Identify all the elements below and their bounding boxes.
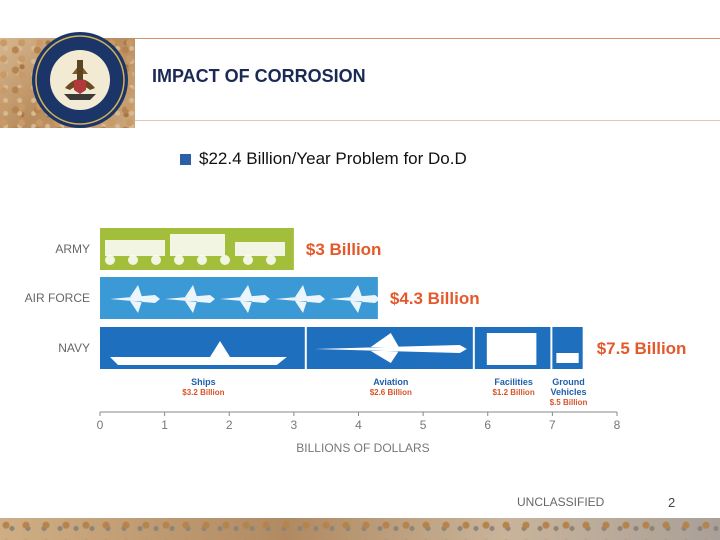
total-label-army: $3 Billion: [306, 240, 382, 259]
army-wheel-icon: [197, 255, 207, 265]
segment-value-ships: $3.2 Billion: [182, 388, 224, 397]
sand-texture-footer: [0, 518, 720, 540]
ship-icon: [110, 341, 287, 365]
army-vehicle-icon: [105, 240, 165, 256]
segment-name-aviation: Aviation: [373, 377, 408, 387]
page-number: 2: [668, 495, 676, 510]
air-force-jet-icon: [165, 285, 215, 313]
segment-name-ground-vehicles: Ground: [552, 377, 585, 387]
segment-name-ground-vehicles: Vehicles: [551, 387, 587, 397]
air-force-jet-icon: [275, 285, 325, 313]
total-label-air-force: $4.3 Billion: [390, 289, 480, 308]
header-rule-lower: [135, 120, 720, 121]
x-tick-label: 6: [484, 418, 491, 432]
army-wheel-icon: [243, 255, 253, 265]
jet-icon: [314, 333, 467, 363]
army-wheel-icon: [220, 255, 230, 265]
row-label-air-force: AIR FORCE: [25, 291, 90, 305]
bullet-text: $22.4 Billion/Year Problem for Do.D: [199, 149, 467, 168]
segment-name-facilities: Facilities: [494, 377, 533, 387]
segment-value-ground-vehicles: $.5 Billion: [550, 398, 588, 407]
army-wheel-icon: [105, 255, 115, 265]
row-label-navy: NAVY: [58, 341, 90, 355]
header-rule: [135, 38, 720, 39]
corrosion-cost-chart: ARMY $3 Billion AIR FORCE $4.3 Billion NAVY $…: [25, 228, 687, 455]
army-truck-icon: [170, 234, 225, 256]
army-tank-icon: [235, 242, 285, 256]
x-tick-label: 4: [355, 418, 362, 432]
army-wheel-icon: [174, 255, 184, 265]
x-tick-label: 3: [291, 418, 298, 432]
x-tick-label: 2: [226, 418, 233, 432]
vehicle-icon: [556, 353, 579, 363]
air-force-jet-icon: [330, 285, 380, 313]
x-tick-label: 7: [549, 418, 556, 432]
total-label-navy: $7.5 Billion: [597, 339, 687, 358]
segment-value-aviation: $2.6 Billion: [370, 388, 412, 397]
building-icon: [486, 333, 537, 365]
classification-label: UNCLASSIFIED: [517, 495, 605, 509]
army-wheel-icon: [266, 255, 276, 265]
x-tick-label: 0: [97, 418, 104, 432]
air-force-jet-icon: [110, 285, 160, 313]
segment-value-facilities: $1.2 Billion: [492, 388, 534, 397]
navy-seal-logo: [32, 32, 128, 128]
x-tick-label: 1: [161, 418, 168, 432]
x-axis-label: BILLIONS OF DOLLARS: [296, 441, 429, 455]
slide-title: IMPACT OF CORROSION: [152, 66, 366, 86]
army-wheel-icon: [151, 255, 161, 265]
segment-name-ships: Ships: [191, 377, 216, 387]
row-label-army: ARMY: [55, 242, 90, 256]
x-tick-label: 5: [420, 418, 427, 432]
army-wheel-icon: [128, 255, 138, 265]
air-force-jet-icon: [220, 285, 270, 313]
bullet-square-icon: [180, 154, 191, 165]
x-tick-label: 8: [614, 418, 621, 432]
